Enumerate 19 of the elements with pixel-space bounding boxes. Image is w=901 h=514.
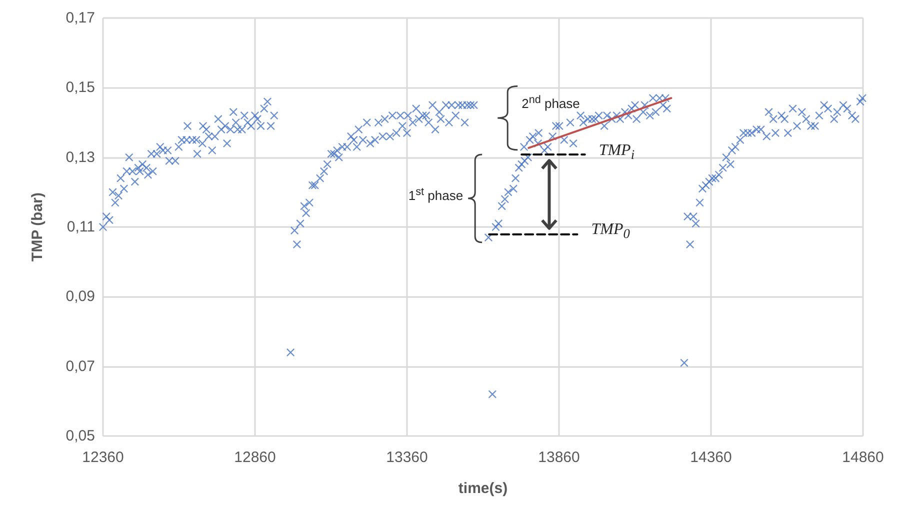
x-axis-title: time(s) [458,480,508,497]
y-axis-title: TMP (bar) [29,192,46,262]
x-tick-label: 12860 [234,449,276,466]
x-tick-label: 13860 [538,449,580,466]
x-tick-label: 14360 [690,449,732,466]
y-tick-label: 0,09 [66,288,95,306]
y-tick-label: 0,13 [66,148,95,166]
annotation: TMP$_{0}$ [591,221,630,242]
annotation: TMP$_{i}$ [598,141,635,163]
y-tick-label: 0,17 [66,10,95,26]
y-tick-label: 0,15 [66,79,95,96]
annotation: 2$^{nd}$ phase [522,92,580,112]
y-tick-label: 0,05 [66,428,95,444]
x-tick-label: 12360 [82,449,124,466]
y-tick-label: 0,11 [66,218,95,236]
x-tick-label: 14860 [842,449,884,466]
x-tick-label: 13360 [386,449,428,466]
y-tick-label: 0,07 [66,358,95,375]
annotation: 1$^{st}$ phase [408,185,464,205]
